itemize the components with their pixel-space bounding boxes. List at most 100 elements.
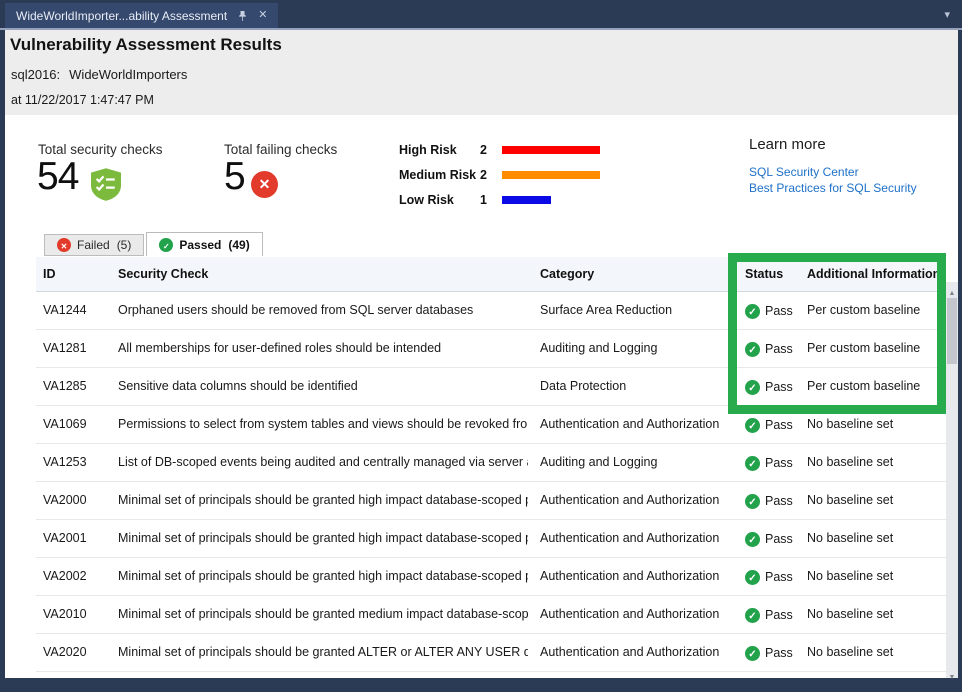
shield-checklist-icon [91, 168, 121, 206]
status-text: Pass [765, 342, 793, 356]
risk-count: 2 [480, 142, 487, 157]
database-name: WideWorldImporters [69, 67, 188, 82]
page-title: Vulnerability Assessment Results [10, 35, 282, 54]
check-status: Pass [745, 520, 807, 558]
vertical-scrollbar[interactable] [946, 282, 958, 678]
failed-cross-icon [57, 238, 71, 252]
check-status: Pass [745, 596, 807, 634]
scrollbar-thumb[interactable] [947, 298, 957, 364]
table-row[interactable]: VA1253 List of DB-scoped events being au… [36, 444, 946, 482]
check-id: VA1244 [43, 303, 87, 317]
table-row[interactable]: VA2010 Minimal set of principals should … [36, 596, 946, 634]
risk-label: High Risk [399, 142, 457, 157]
scroll-up-icon[interactable] [946, 282, 958, 294]
status-text: Pass [765, 570, 793, 584]
check-status: Pass [745, 292, 807, 330]
column-header-security-check[interactable]: Security Check [118, 267, 209, 281]
table-row[interactable]: VA1244 Orphaned users should be removed … [36, 292, 946, 330]
hyperlink[interactable]: Best Practices for SQL Security [749, 181, 917, 195]
check-category: Auditing and Logging [540, 455, 658, 469]
header-band [5, 30, 958, 115]
check-id: VA2001 [43, 531, 87, 545]
pass-check-icon [745, 531, 760, 547]
check-id: VA1069 [43, 417, 87, 431]
tab-failed-count: (5) [116, 238, 132, 252]
check-additional-info: No baseline set [807, 493, 894, 507]
check-additional-info: No baseline set [807, 569, 894, 583]
table-row[interactable]: VA2000 Minimal set of principals should … [36, 482, 946, 520]
table-row[interactable]: VA2020 Minimal set of principals should … [36, 634, 946, 672]
check-id: VA1285 [43, 379, 87, 393]
tab-passed[interactable]: Passed (49) [146, 232, 263, 256]
learn-more-heading: Learn more [749, 136, 826, 153]
check-additional-info: No baseline set [807, 455, 894, 469]
status-text: Pass [765, 418, 793, 432]
risk-count: 1 [480, 192, 487, 207]
check-status: Pass [745, 330, 807, 368]
scroll-down-icon[interactable] [946, 666, 958, 678]
check-additional-info: Per custom baseline [807, 341, 921, 355]
check-additional-info: No baseline set [807, 417, 894, 431]
column-header-id[interactable]: ID [43, 267, 56, 281]
status-text: Pass [765, 456, 793, 470]
table-row[interactable]: VA2001 Minimal set of principals should … [36, 520, 946, 558]
risk-bar [502, 145, 600, 154]
learn-more-links: SQL Security Center Best Practices for S… [749, 164, 917, 196]
risk-row: High Risk 2 [399, 137, 699, 162]
status-text: Pass [765, 380, 793, 394]
table-row[interactable]: VA2002 Minimal set of principals should … [36, 558, 946, 596]
result-tabs: Failed (5) Passed (49) [44, 232, 263, 256]
table-header: ID Security Check Category Status Additi… [36, 257, 946, 292]
risk-count: 2 [480, 167, 487, 182]
check-category: Authentication and Authorization [540, 607, 720, 621]
check-title: Minimal set of principals should be gran… [118, 569, 528, 583]
table-row[interactable]: VA1285 Sensitive data columns should be … [36, 368, 946, 406]
column-header-category[interactable]: Category [540, 267, 595, 281]
check-title: List of DB-scoped events being audited a… [118, 455, 528, 469]
hyperlink[interactable]: SQL Security Center [749, 165, 859, 179]
check-id: VA1253 [43, 455, 87, 469]
total-checks-label: Total security checks [38, 142, 163, 157]
tab-failed-label: Failed [77, 238, 110, 252]
pass-check-icon [745, 607, 760, 623]
pin-icon[interactable] [237, 10, 248, 22]
check-id: VA2002 [43, 569, 87, 583]
risk-label: Low Risk [399, 192, 454, 207]
tab-failed[interactable]: Failed (5) [44, 234, 145, 256]
total-checks-value: 54 [37, 155, 79, 198]
server-database-line: sql2016: WideWorldImporters [11, 67, 187, 82]
check-category: Authentication and Authorization [540, 493, 720, 507]
check-status: Pass [745, 558, 807, 596]
document-tab[interactable]: WideWorldImporter...ability Assessment ✕ [5, 3, 279, 28]
check-additional-info: No baseline set [807, 607, 894, 621]
check-additional-info: No baseline set [807, 645, 894, 659]
check-additional-info: No baseline set [807, 531, 894, 545]
document-tab-title: WideWorldImporter...ability Assessment [16, 8, 228, 23]
error-circle-icon [251, 171, 278, 198]
pass-check-icon [745, 493, 760, 509]
table-row[interactable]: VA1281 All memberships for user-defined … [36, 330, 946, 368]
pass-check-icon [745, 417, 760, 433]
pass-check-icon [745, 379, 760, 395]
check-title: Minimal set of principals should be gran… [118, 493, 528, 507]
check-id: VA2020 [43, 645, 87, 659]
column-header-status[interactable]: Status [745, 267, 784, 281]
close-icon[interactable]: ✕ [258, 9, 268, 21]
chevron-down-icon[interactable]: ▾ [944, 9, 950, 21]
status-text: Pass [765, 646, 793, 660]
column-header-additional-information[interactable]: Additional Information [807, 267, 941, 281]
check-status: Pass [745, 368, 807, 406]
check-id: VA2000 [43, 493, 87, 507]
passed-check-icon [159, 237, 174, 252]
tab-passed-count: (49) [228, 237, 250, 252]
status-text: Pass [765, 494, 793, 508]
check-status: Pass [745, 444, 807, 482]
table-body: VA1244 Orphaned users should be removed … [36, 292, 946, 672]
risk-bar [502, 170, 600, 179]
table-row[interactable]: VA1069 Permissions to select from system… [36, 406, 946, 444]
check-title: Minimal set of principals should be gran… [118, 607, 528, 621]
failing-checks-label: Total failing checks [224, 142, 338, 157]
check-title: Sensitive data columns should be identif… [118, 379, 358, 393]
check-id: VA1281 [43, 341, 87, 355]
